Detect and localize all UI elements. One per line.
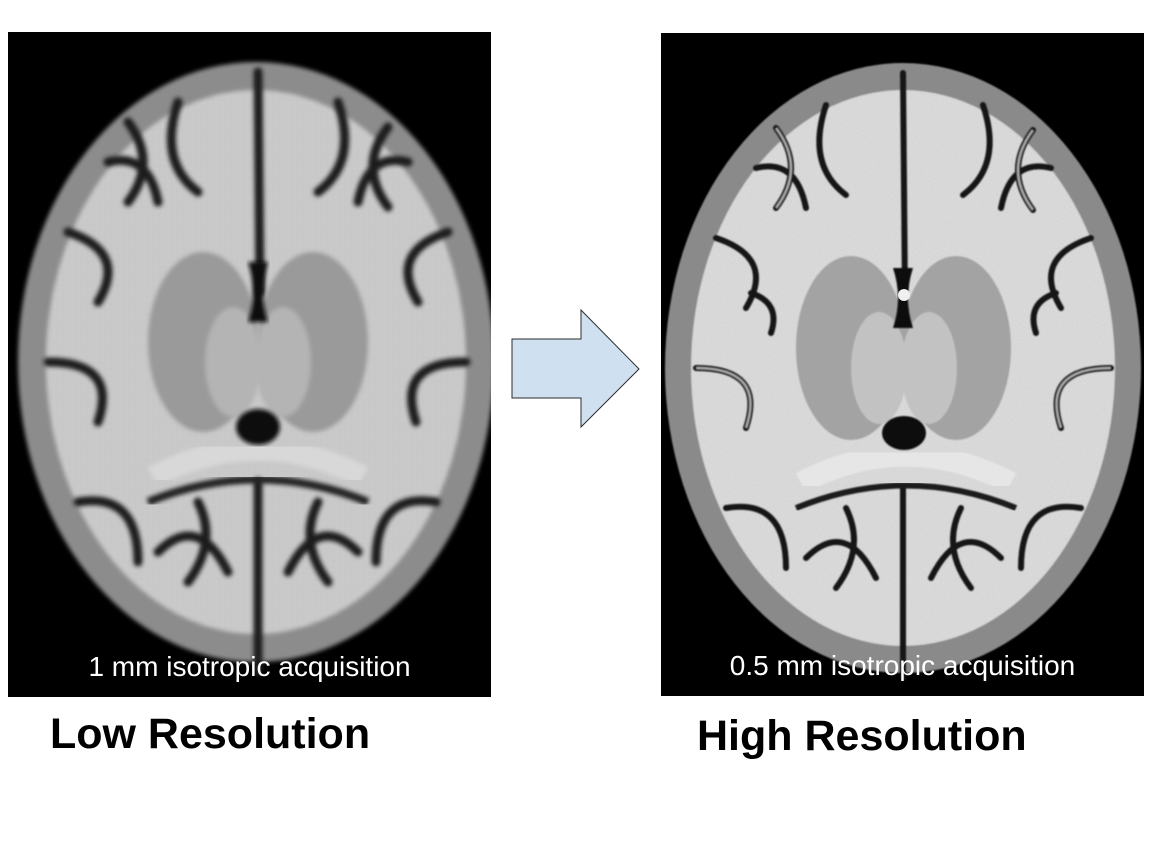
high-resolution-mri-image: 0.5 mm isotropic acquisition bbox=[661, 33, 1144, 696]
brain-scan-low-res bbox=[18, 62, 491, 677]
low-resolution-mri-image: 1 mm isotropic acquisition bbox=[8, 32, 491, 697]
high-resolution-label: High Resolution bbox=[697, 712, 1027, 760]
brain-scan-high-res bbox=[665, 63, 1141, 681]
left-image-caption: 1 mm isotropic acquisition bbox=[88, 651, 411, 682]
right-arrow-icon bbox=[511, 309, 640, 429]
right-image-caption: 0.5 mm isotropic acquisition bbox=[729, 650, 1076, 681]
low-resolution-label: Low Resolution bbox=[50, 710, 371, 758]
